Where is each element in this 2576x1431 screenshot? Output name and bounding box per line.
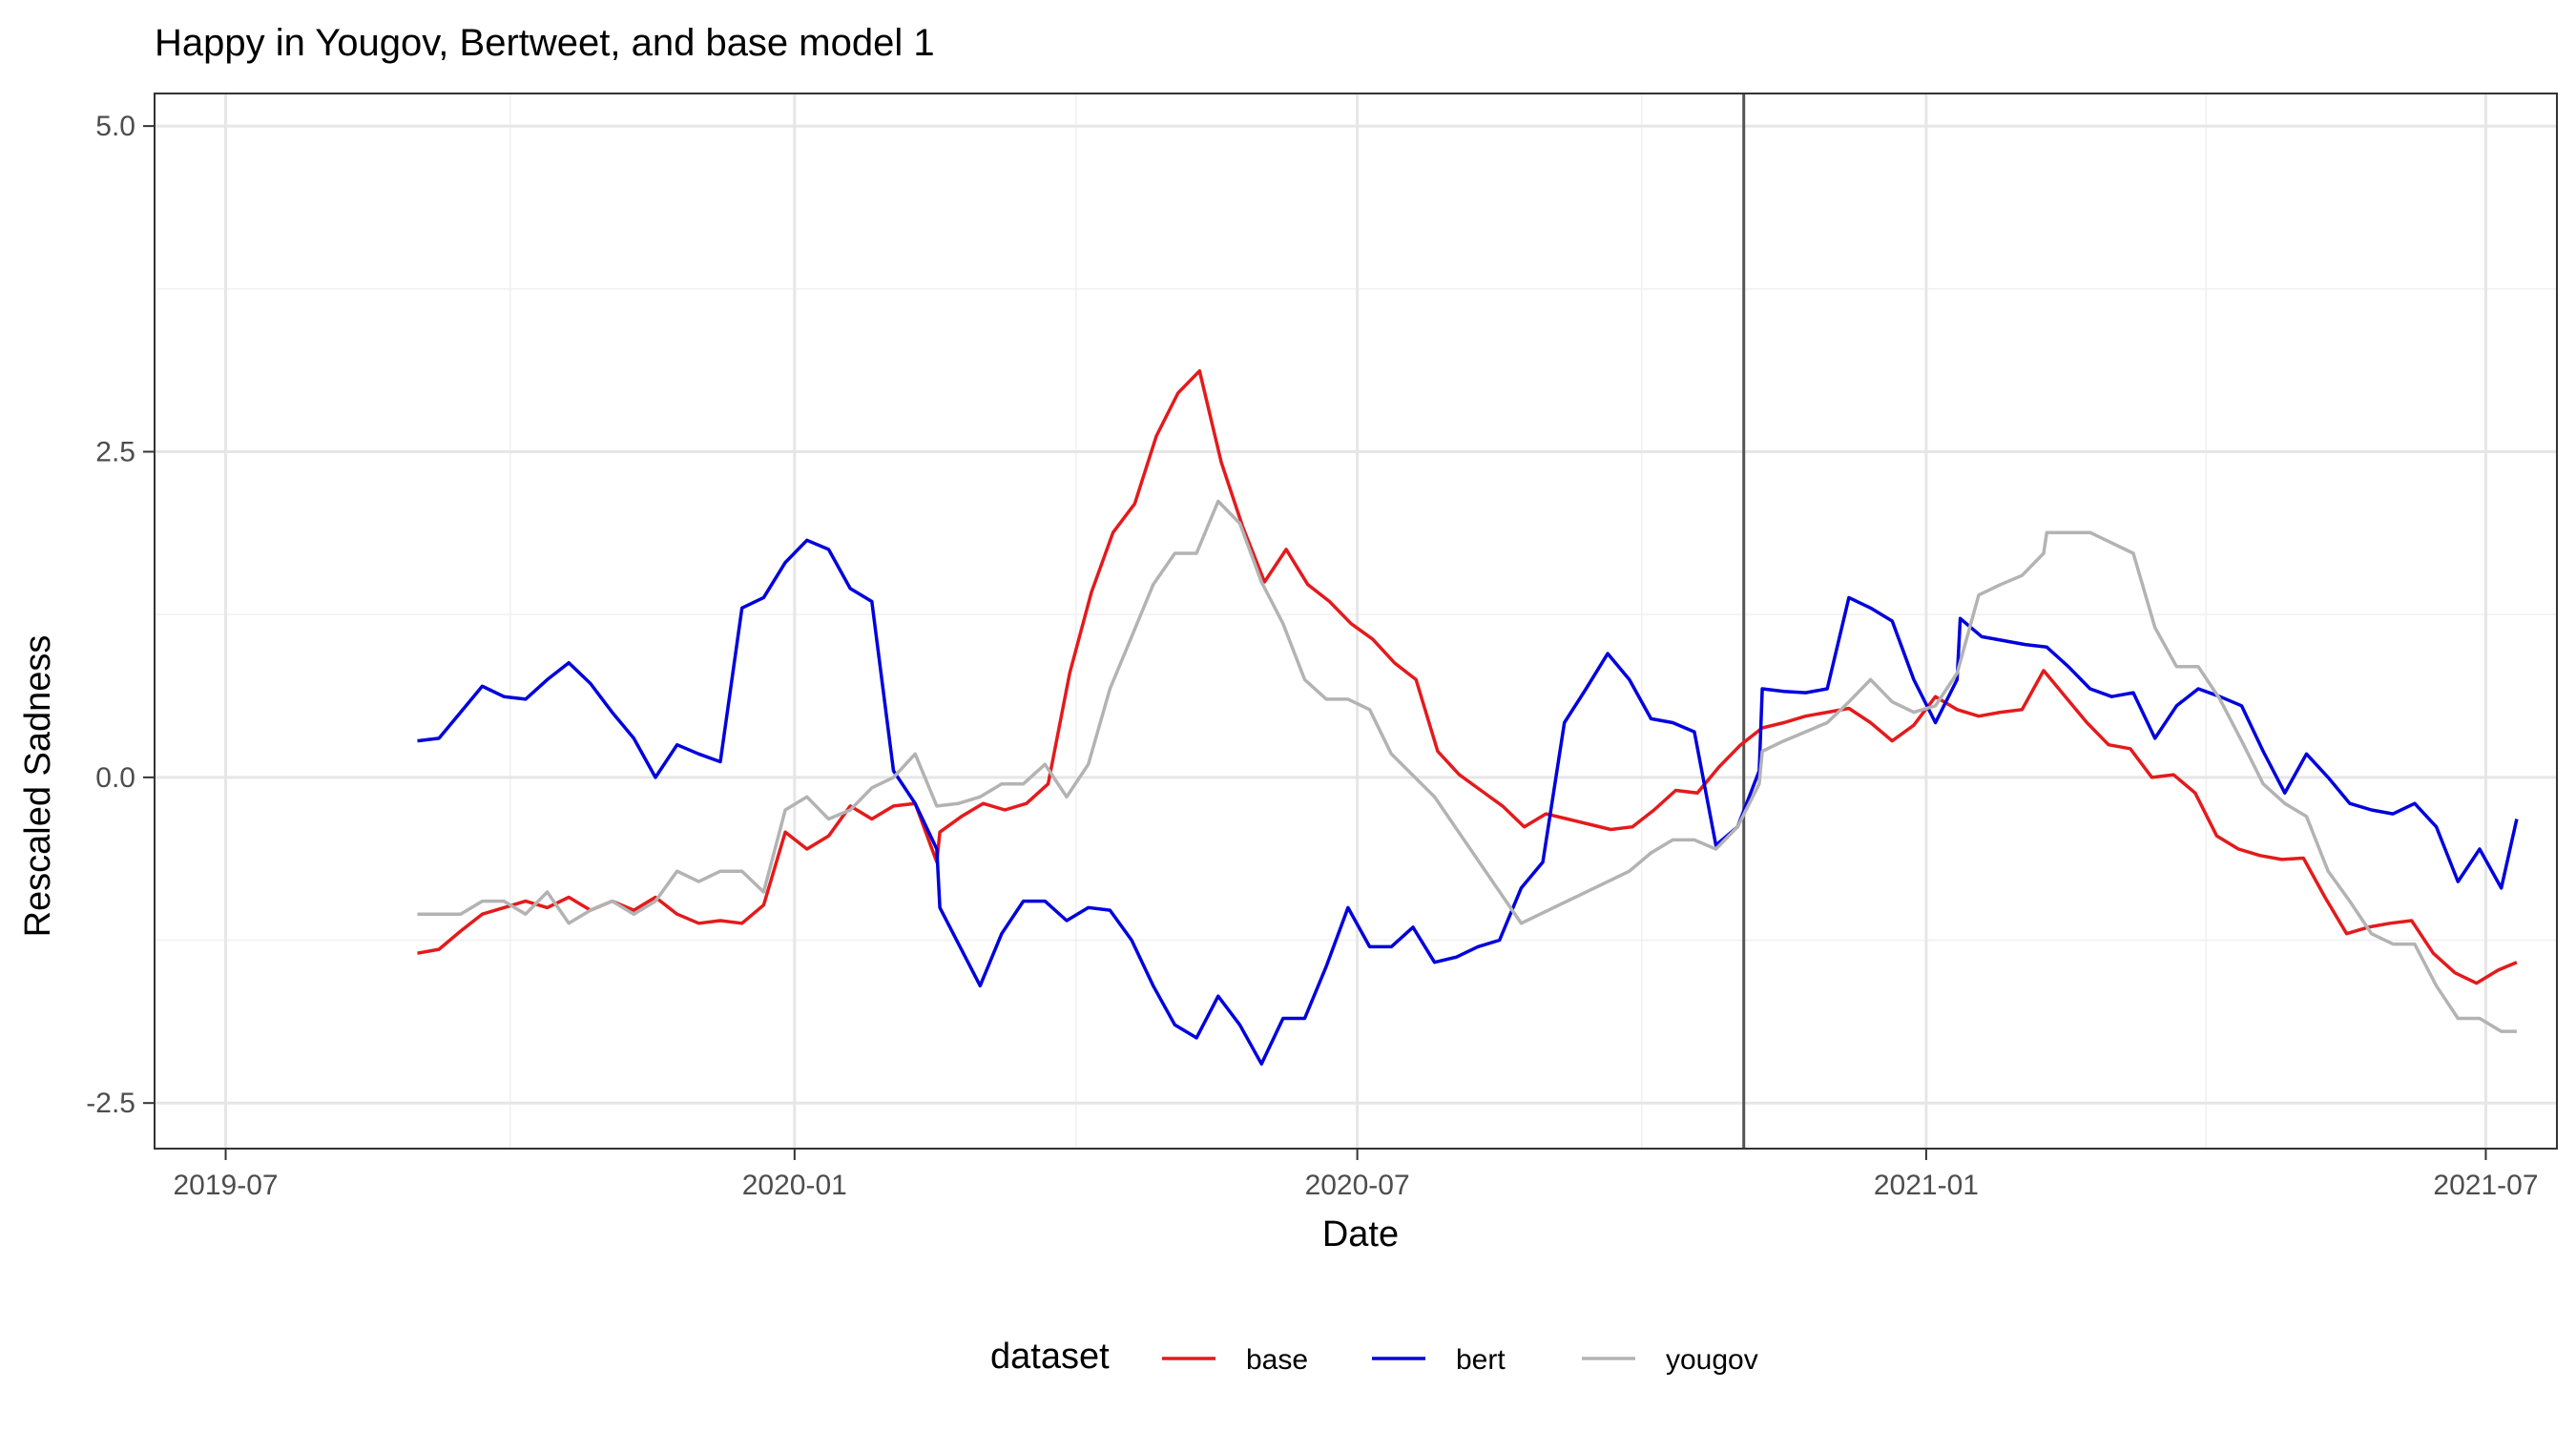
series-line-base [417, 369, 2518, 985]
y-axis: -2.5 0.0 2.5 5.0 [86, 111, 155, 1119]
x-axis-title: Date [1322, 1214, 1399, 1255]
legend-label-bert: bert [1456, 1344, 1506, 1376]
legend-title: dataset [990, 1337, 1110, 1377]
series-line-bert [417, 538, 2519, 1066]
x-tick-label: 2020-01 [742, 1170, 847, 1201]
y-tick-label: 2.5 [95, 436, 135, 467]
x-tick-label: 2021-07 [2433, 1170, 2538, 1201]
series-line-yougov [417, 499, 2517, 1033]
series-lines [417, 369, 2519, 1066]
legend: dataset base bert yougov [990, 1337, 1758, 1377]
x-axis: 2019-07 2020-01 2020-07 2021-01 2021-07 [173, 1149, 2539, 1201]
y-tick-label: -2.5 [86, 1088, 135, 1119]
y-axis-title: Rescaled Sadness [18, 635, 58, 938]
panel-border [154, 93, 2558, 1150]
chart-title: Happy in Yougov, Bertweet, and base mode… [155, 22, 935, 64]
x-tick-label: 2019-07 [173, 1170, 278, 1201]
y-tick-label: 5.0 [95, 111, 135, 142]
legend-label-base: base [1246, 1344, 1308, 1376]
plot-area: 2019-07 2020-01 2020-07 2021-01 2021-07 -2.5 0… [86, 93, 2558, 1201]
legend-label-yougov: yougov [1666, 1344, 1758, 1376]
x-tick-label: 2020-07 [1305, 1170, 1410, 1201]
x-tick-label: 2021-01 [1874, 1170, 1979, 1201]
y-tick-label: 0.0 [95, 762, 135, 794]
